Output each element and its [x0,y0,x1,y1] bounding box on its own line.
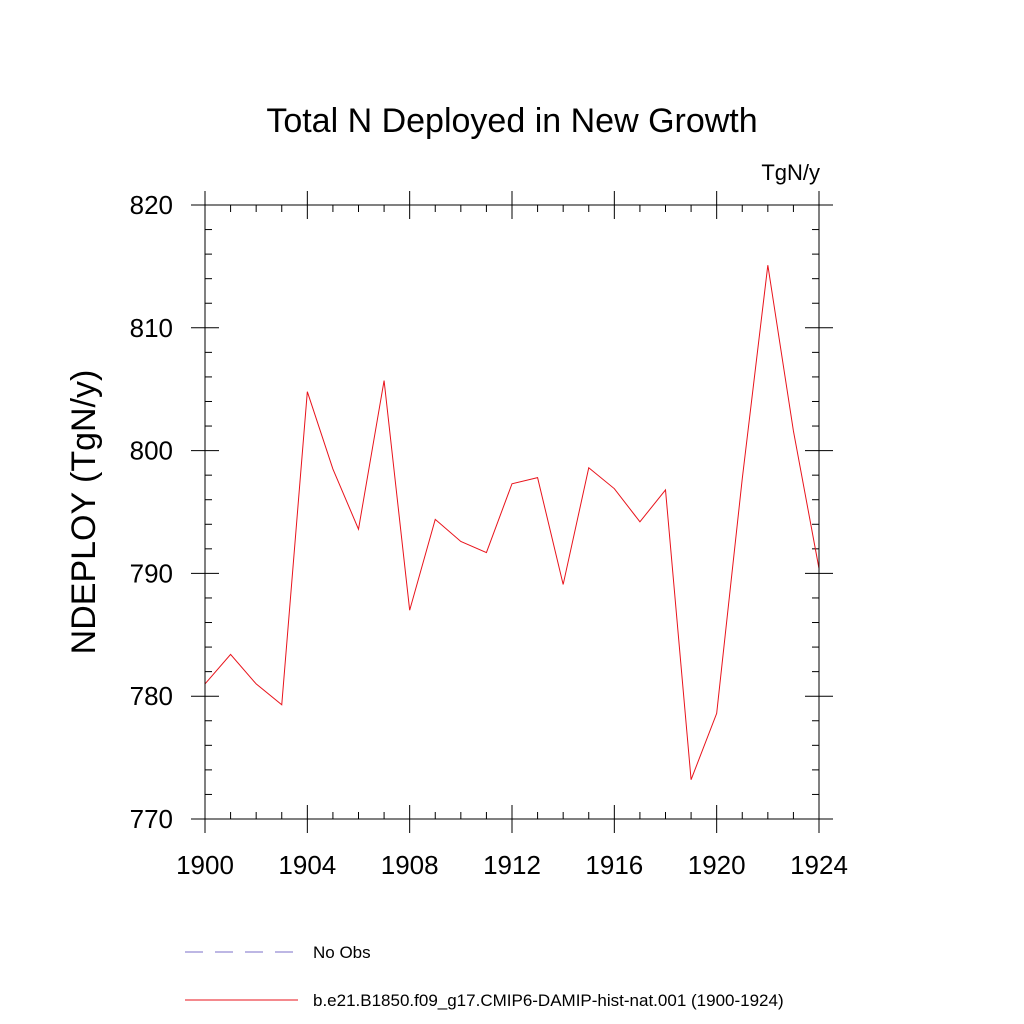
chart-title: Total N Deployed in New Growth [266,102,757,140]
plot-frame [204,204,820,820]
x-tick-label: 1920 [688,850,746,880]
x-tick-label: 1916 [585,850,643,880]
x-tick-label: 1908 [381,850,439,880]
x-tick-label: 1924 [790,850,848,880]
y-tick-label: 820 [130,190,173,220]
series-line-1 [204,265,820,780]
legend-label-1: b.e21.B1850.f09_g17.CMIP6-DAMIP-hist-nat… [313,991,784,1010]
legend-label-0: No Obs [313,943,371,962]
x-tick-label: 1900 [176,850,234,880]
major-ticks [191,191,833,833]
units-label: TgN/y [761,160,820,185]
legend: No Obs b.e21.B1850.f09_g17.CMIP6-DAMIP-hi… [185,943,784,1010]
minor-ticks [205,205,819,819]
x-tick-label: 1912 [483,850,541,880]
y-tick-label: 790 [130,558,173,588]
y-tick-label: 770 [130,804,173,834]
tick-labels: 1900 1904 1908 1912 1916 1920 1924 770 780 790 800… [130,190,848,880]
series-layer [204,265,820,780]
y-tick-label: 810 [130,313,173,343]
y-tick-label: 780 [130,681,173,711]
y-axis-label: NDEPLOY (TgN/y) [65,370,103,655]
y-tick-label: 800 [130,436,173,466]
x-tick-label: 1904 [278,850,336,880]
